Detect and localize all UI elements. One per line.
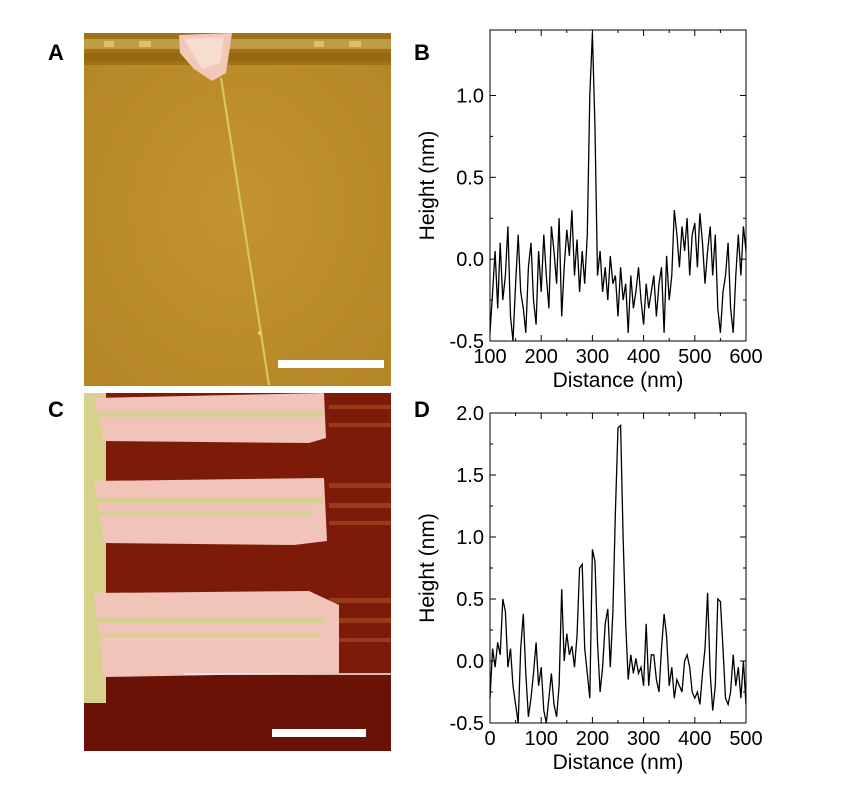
chart-d: 0 100 200 300 400 500 -0.5 0.0 0.5 1.0 1.5 2.0 Dista… bbox=[416, 403, 763, 774]
panel-label-b: B bbox=[414, 40, 430, 65]
x-tick-label: 200 bbox=[576, 728, 609, 750]
y-tick-label: 1.5 bbox=[456, 465, 484, 487]
afm-image-c bbox=[84, 393, 391, 751]
x-tick-label: 400 bbox=[678, 728, 711, 750]
panel-label-c: C bbox=[48, 397, 64, 422]
x-tick-label: 500 bbox=[729, 728, 762, 750]
x-tick-label: 300 bbox=[627, 728, 660, 750]
plot-frame bbox=[489, 412, 747, 724]
x-tick-label: 200 bbox=[525, 346, 558, 368]
series-line bbox=[489, 423, 747, 724]
y-tick-label: 2.0 bbox=[456, 403, 484, 425]
x-tick-label: 600 bbox=[729, 346, 762, 368]
x-tick-label: 500 bbox=[678, 346, 711, 368]
x-tick-label: 100 bbox=[525, 728, 558, 750]
panel-label-a: A bbox=[48, 40, 64, 65]
y-tick-label: -0.5 bbox=[450, 331, 484, 353]
y-axis-label: Height (nm) bbox=[416, 131, 439, 241]
x-tick-label: 100 bbox=[473, 346, 506, 368]
chart-b: 100 200 300 400 500 600 -0.5 0.0 0.5 1.0 Distance … bbox=[416, 29, 763, 392]
y-tick-label: -0.5 bbox=[450, 713, 484, 735]
y-tick-label: 0.5 bbox=[456, 167, 484, 189]
series-line bbox=[489, 33, 747, 342]
afm-image-a bbox=[84, 33, 391, 386]
x-tick-label: 400 bbox=[627, 346, 660, 368]
x-tick-label: 300 bbox=[576, 346, 609, 368]
panel-label-d: D bbox=[414, 397, 430, 422]
scale-bar-c bbox=[272, 729, 366, 737]
plot-frame bbox=[489, 29, 747, 342]
y-tick-label: 0.0 bbox=[456, 249, 484, 271]
y-axis-label: Height (nm) bbox=[416, 513, 439, 623]
y-tick-label: 1.0 bbox=[456, 85, 484, 107]
scale-bar-a bbox=[278, 360, 384, 368]
x-tick-label: 0 bbox=[484, 728, 495, 750]
y-tick-label: 1.0 bbox=[456, 527, 484, 549]
x-axis-label: Distance (nm) bbox=[553, 751, 684, 774]
y-tick-label: 0.5 bbox=[456, 589, 484, 611]
y-tick-label: 0.0 bbox=[456, 651, 484, 673]
x-axis-label: Distance (nm) bbox=[553, 369, 684, 392]
